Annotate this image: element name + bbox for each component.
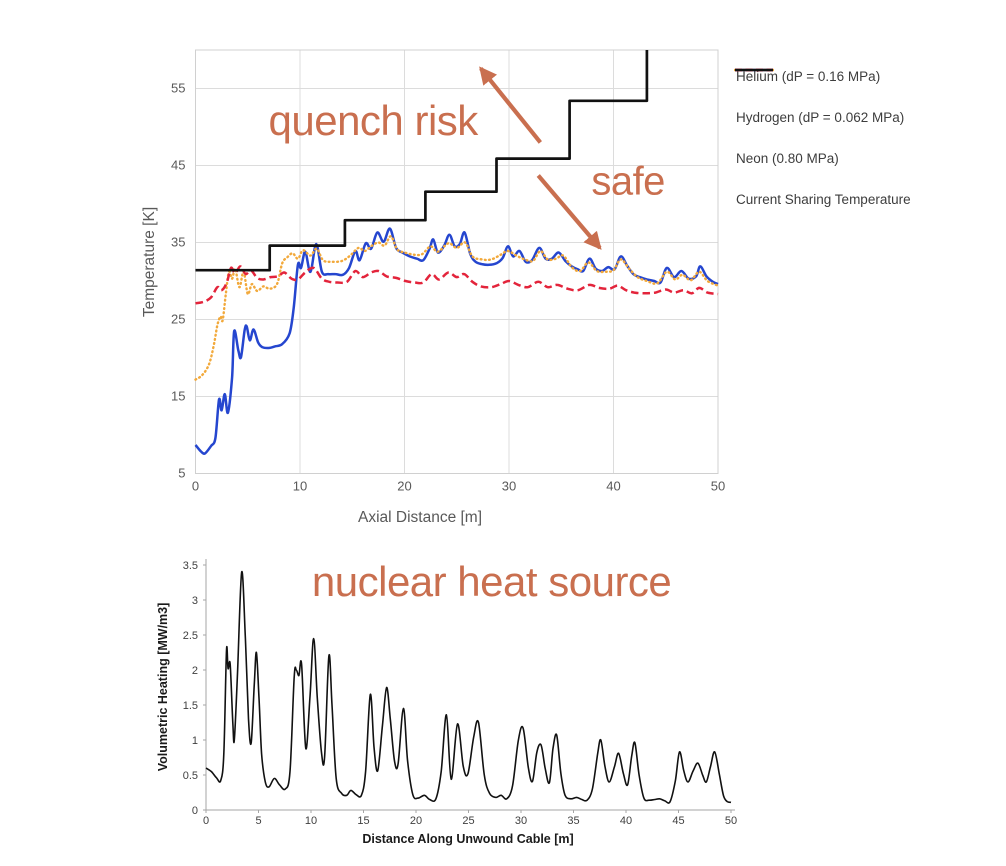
series-volumetric-heating: [205, 571, 732, 804]
series-helium: [194, 227, 719, 455]
series-neon: [195, 265, 719, 305]
y-tick-label: 5: [178, 466, 185, 481]
legend-item: Current Sharing Temperature: [734, 68, 1006, 209]
legend-label: Helium (dP = 0.16 MPa): [736, 68, 881, 84]
legend: Helium (dP = 0.16 MPa) Hydrogen (dP = 0.0…: [734, 66, 1006, 230]
quench-risk-annotation: quench risk: [268, 96, 479, 144]
series-current-sharing-temperature: [195, 50, 649, 272]
x-tick-label: 50: [711, 479, 725, 494]
x-tick-label: 0: [192, 479, 199, 494]
x-tick-label: 45: [672, 815, 684, 827]
y-tick-label: 25: [171, 312, 185, 327]
y-tick-label: 2: [192, 665, 198, 677]
plot-border: [195, 49, 719, 474]
x-tick-label: 0: [203, 815, 209, 827]
y-tick-label: 45: [171, 158, 185, 173]
legend-label: Current Sharing Temperature: [736, 191, 911, 207]
x-tick-label: 50: [725, 815, 737, 827]
x-tick-label: 10: [305, 815, 317, 827]
nuclear-heat-source-annotation: nuclear heat source: [311, 557, 672, 605]
x-tick-label: 40: [606, 479, 620, 494]
legend-label: Neon (0.80 MPa): [736, 150, 839, 166]
y-tick-label: 0: [192, 805, 198, 817]
x-tick-label: 25: [462, 815, 474, 827]
legend-line-swatch: [735, 68, 773, 72]
y-tick-label: 0.5: [183, 770, 198, 782]
series-hydrogen: [194, 235, 720, 381]
legend-label: Hydrogen (dP = 0.062 MPa): [736, 109, 905, 125]
x-tick-label: 15: [357, 815, 369, 827]
heating-x-axis-title: Distance Along Unwound Cable [m]: [362, 832, 574, 846]
legend-item: Hydrogen (dP = 0.062 MPa): [734, 68, 1006, 127]
x-tick-label: 35: [567, 815, 579, 827]
annotation-arrow: [479, 66, 542, 144]
y-tick-label: 3.5: [183, 560, 198, 572]
temperature-y-axis-title: Temperature [K]: [141, 206, 158, 318]
y-tick-label: 35: [171, 235, 185, 250]
y-tick-label: 1: [192, 735, 198, 747]
x-tick-label: 20: [410, 815, 422, 827]
legend-item: Helium (dP = 0.16 MPa): [734, 66, 1006, 86]
y-tick-label: 2.5: [183, 630, 198, 642]
legend-item: Neon (0.80 MPa): [734, 68, 1006, 168]
x-tick-label: 5: [255, 815, 261, 827]
heating-y-axis-title: Volumetric Heating [MW/m3]: [156, 602, 170, 772]
y-tick-label: 15: [171, 389, 185, 404]
x-tick-label: 30: [502, 479, 516, 494]
y-tick-label: 1.5: [183, 700, 198, 712]
x-tick-label: 20: [397, 479, 411, 494]
x-tick-label: 40: [620, 815, 632, 827]
temperature-x-axis-title: Axial Distance [m]: [357, 509, 483, 526]
y-tick-label: 3: [192, 595, 198, 607]
safe-annotation: safe: [591, 159, 665, 204]
x-tick-label: 30: [515, 815, 527, 827]
x-tick-label: 10: [293, 479, 307, 494]
annotation-arrow: [536, 174, 602, 250]
y-tick-label: 55: [171, 81, 185, 96]
